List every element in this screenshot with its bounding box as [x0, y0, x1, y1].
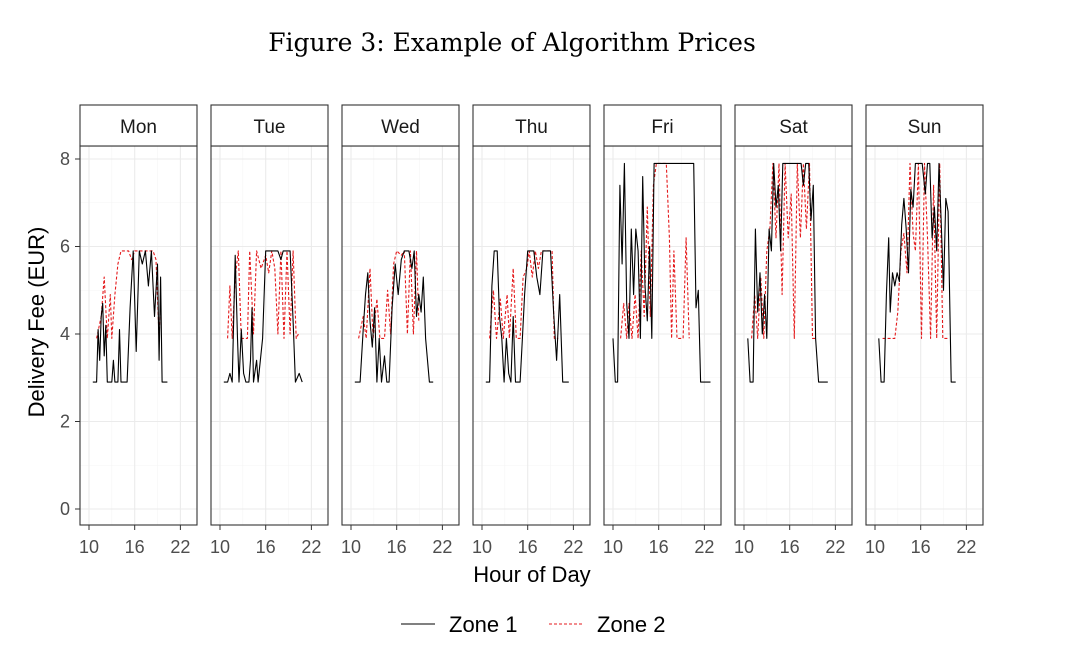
facet-strip-label: Thu — [515, 117, 548, 138]
facet-strip — [79, 104, 198, 147]
x-tick-label: 10 — [865, 537, 885, 557]
x-tick-label: 22 — [170, 537, 190, 557]
panel-mon: Mon 10 16 22 — [79, 104, 198, 557]
x-tick-label: 16 — [649, 537, 669, 557]
x-tick-label: 16 — [387, 537, 407, 557]
x-tick-label: 22 — [563, 537, 583, 557]
y-tick-label: 8 — [60, 149, 70, 169]
y-tick-label: 2 — [60, 412, 70, 432]
series-zone-1-sat — [747, 162, 828, 383]
series-zone-2-thu — [489, 250, 559, 339]
x-tick-label: 10 — [734, 537, 754, 557]
series-zone-1-wed — [354, 250, 434, 383]
facet-strip-label: Tue — [253, 117, 285, 138]
panel-wed: Wed 10 16 22 — [341, 104, 460, 557]
x-tick-label: 16 — [911, 537, 931, 557]
x-tick-label: 22 — [301, 537, 321, 557]
legend-label-zone-2: Zone 2 — [597, 612, 666, 637]
panel-tue: Tue 10 16 22 — [210, 104, 329, 557]
y-axis-title: Delivery Fee (EUR) — [24, 227, 49, 418]
panel-background — [342, 146, 459, 525]
panel-background — [211, 146, 328, 525]
legend-label-zone-1: Zone 1 — [449, 612, 518, 637]
facet-strip-label: Sat — [779, 117, 808, 138]
x-tick-label: 16 — [256, 537, 276, 557]
y-tick-label: 6 — [60, 237, 70, 257]
x-tick-label: 10 — [79, 537, 99, 557]
facet-strip — [210, 104, 329, 147]
panel-background — [735, 146, 852, 525]
x-tick-label: 10 — [603, 537, 623, 557]
series-zone-2-mon — [96, 250, 162, 339]
series-zone-1-fri — [612, 162, 711, 383]
legend: Zone 1 Zone 2 — [401, 612, 666, 637]
series-zone-1-tue — [223, 250, 303, 383]
x-tick-label: 16 — [518, 537, 538, 557]
panel-background — [473, 146, 590, 525]
facet-strip-label: Wed — [381, 117, 420, 138]
facet-strip — [472, 104, 591, 147]
series-zone-1-sun — [878, 162, 956, 383]
x-tick-label: 16 — [125, 537, 145, 557]
x-tick-label: 10 — [472, 537, 492, 557]
facet-strip-label: Fri — [651, 117, 673, 138]
y-tick-label: 4 — [60, 324, 70, 344]
panel-sun: Sun 10 16 22 — [865, 104, 984, 557]
facet-strip — [341, 104, 460, 147]
x-tick-label: 22 — [825, 537, 845, 557]
series-zone-2-sat — [751, 162, 818, 339]
series-zone-1-thu — [485, 250, 569, 383]
x-tick-label: 22 — [694, 537, 714, 557]
panel-fri: Fri 10 16 22 — [603, 104, 722, 557]
x-axis-title: Hour of Day — [473, 562, 590, 587]
x-tick-label: 10 — [341, 537, 361, 557]
x-tick-label: 22 — [432, 537, 452, 557]
facet-strip — [734, 104, 853, 147]
series-zone-1-mon — [92, 250, 168, 383]
x-tick-label: 16 — [780, 537, 800, 557]
figure-title: Figure 3: Example of Algorithm Prices — [268, 28, 756, 57]
y-tick-label: 0 — [60, 499, 70, 519]
panel-sat: Sat 10 16 22 — [734, 104, 853, 557]
facet-strip-label: Mon — [120, 117, 157, 138]
facet-strip — [603, 104, 722, 147]
x-tick-label: 22 — [956, 537, 976, 557]
facet-strip — [865, 104, 984, 147]
x-tick-label: 10 — [210, 537, 230, 557]
panel-thu: Thu 10 16 22 — [472, 104, 591, 557]
facet-strip-label: Sun — [908, 117, 942, 138]
panel-background — [80, 146, 197, 525]
